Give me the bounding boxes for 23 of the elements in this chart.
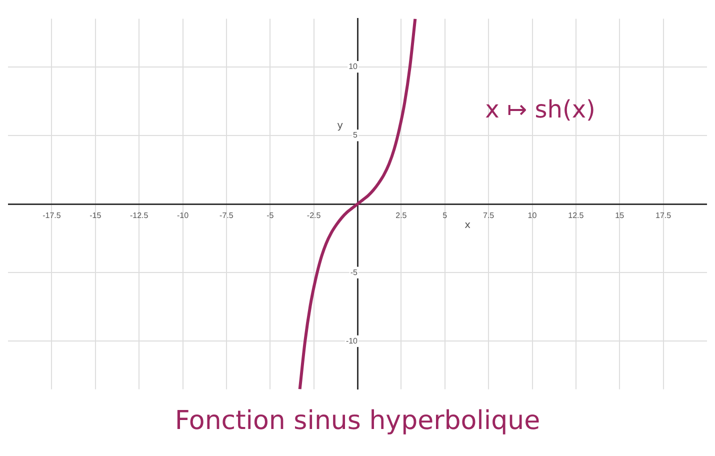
text: x ↦ sh(x) bbox=[485, 96, 596, 124]
text: Fonction sinus hyperbolique bbox=[174, 406, 542, 436]
x-tick-label: -15 bbox=[90, 211, 102, 220]
x-tick-label: -10 bbox=[176, 211, 190, 220]
x-tick-label: 10 bbox=[528, 211, 538, 220]
y-tick-label: 10 bbox=[348, 62, 358, 72]
x-tick-label: 17.5 bbox=[656, 211, 672, 220]
y-axis-title: y bbox=[337, 120, 344, 132]
x-tick-label: 5 bbox=[442, 211, 448, 220]
x-tick-label: -17.5 bbox=[42, 211, 62, 220]
x-tick-label: 15 bbox=[615, 211, 625, 220]
x-tick-label: 12.5 bbox=[568, 211, 584, 220]
y-tick-label: 5 bbox=[353, 130, 358, 140]
x-tick-label: 7.5 bbox=[483, 211, 495, 220]
x-tick-label: -7.5 bbox=[220, 211, 234, 220]
x-tick-label: -12.5 bbox=[130, 211, 149, 220]
x-tick-label: 2.5 bbox=[396, 211, 408, 220]
x-tick-label: -5 bbox=[266, 211, 274, 220]
y-tick-label: -5 bbox=[350, 268, 358, 277]
line-series bbox=[298, 18, 417, 390]
y-tick-label: -10 bbox=[346, 336, 358, 346]
x-axis-title: x bbox=[464, 220, 471, 231]
x-tick-label: -2.5 bbox=[306, 211, 322, 220]
